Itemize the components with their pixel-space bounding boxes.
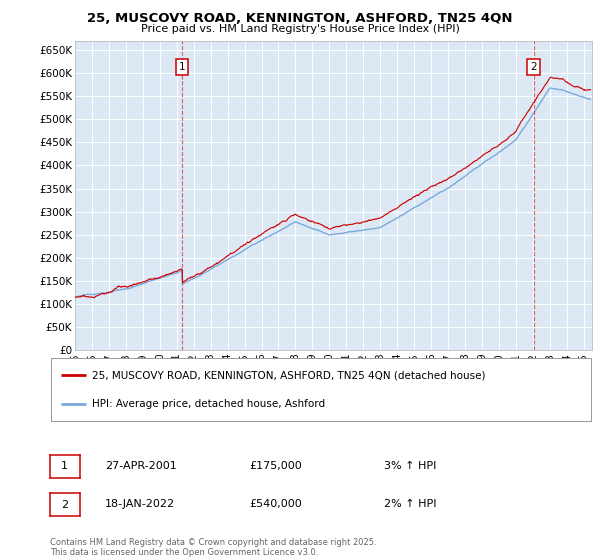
Text: £175,000: £175,000 xyxy=(249,461,302,471)
Text: Price paid vs. HM Land Registry's House Price Index (HPI): Price paid vs. HM Land Registry's House … xyxy=(140,24,460,34)
Text: 2: 2 xyxy=(61,500,68,510)
Text: 2: 2 xyxy=(530,62,537,72)
Text: 25, MUSCOVY ROAD, KENNINGTON, ASHFORD, TN25 4QN: 25, MUSCOVY ROAD, KENNINGTON, ASHFORD, T… xyxy=(87,12,513,25)
Text: 18-JAN-2022: 18-JAN-2022 xyxy=(105,499,175,509)
Text: Contains HM Land Registry data © Crown copyright and database right 2025.
This d: Contains HM Land Registry data © Crown c… xyxy=(50,538,376,557)
Text: 1: 1 xyxy=(179,62,185,72)
Text: 2% ↑ HPI: 2% ↑ HPI xyxy=(384,499,437,509)
Text: £540,000: £540,000 xyxy=(249,499,302,509)
Text: 25, MUSCOVY ROAD, KENNINGTON, ASHFORD, TN25 4QN (detached house): 25, MUSCOVY ROAD, KENNINGTON, ASHFORD, T… xyxy=(91,370,485,380)
Text: 27-APR-2001: 27-APR-2001 xyxy=(105,461,177,471)
Text: HPI: Average price, detached house, Ashford: HPI: Average price, detached house, Ashf… xyxy=(91,399,325,409)
Text: 1: 1 xyxy=(61,461,68,472)
Text: 3% ↑ HPI: 3% ↑ HPI xyxy=(384,461,436,471)
